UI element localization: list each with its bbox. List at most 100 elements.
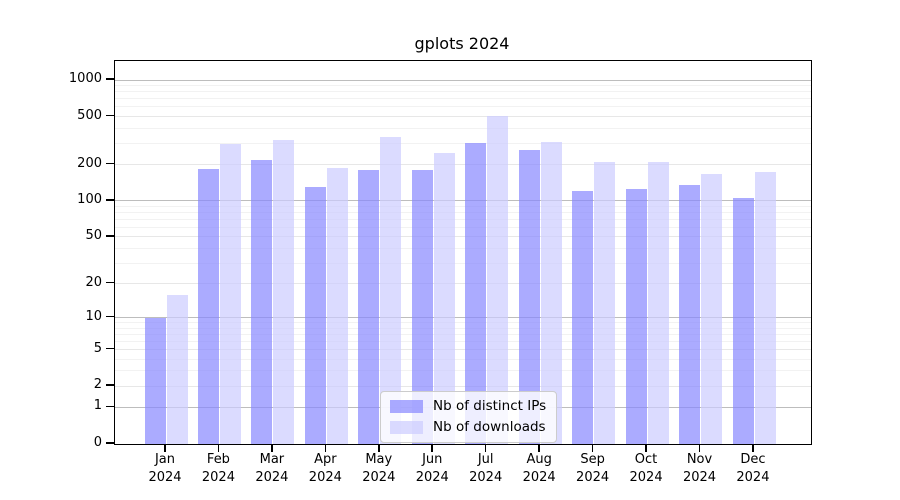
gridline [115,283,811,285]
gridline [115,142,811,144]
x-tick-label: Aug 2024 [522,452,556,485]
y-tick-label: 1 [93,398,102,414]
x-tick-mark [484,444,487,452]
x-tick-mark [645,444,647,452]
x-tick-label: Dec 2024 [736,452,770,485]
gridline [115,98,811,100]
bar-downloads-jan [166,294,188,444]
bar-downloads-feb [220,143,241,444]
y-tick-mark [106,199,114,201]
x-tick-label: Mar 2024 [255,452,289,485]
y-tick-label: 100 [77,191,102,207]
gridline [115,322,811,324]
bar-distinct-ips-may [358,170,380,444]
bar-downloads-apr [326,168,348,444]
gridline [115,91,811,93]
x-tick-mark [538,444,540,452]
y-tick-label: 20 [85,274,102,290]
legend: Nb of distinct IPs Nb of downloads [380,391,558,443]
y-tick-mark [106,405,114,408]
gridline [115,327,811,329]
bar-distinct-ips-jan [144,317,166,444]
bar-distinct-ips-jun [411,170,433,444]
gridline [115,226,811,228]
y-tick-mark [106,162,114,165]
x-tick-label: Nov 2024 [682,452,717,485]
bar-distinct-ips-feb [198,168,219,444]
legend-swatch-downloads-icon [390,420,423,434]
gridline [115,333,811,335]
gridline [115,205,811,207]
x-tick-label: Sep 2024 [576,452,610,485]
bar-downloads-may [380,136,402,444]
gridline [115,358,811,360]
gridline [115,340,811,342]
bar-distinct-ips-jul [465,142,487,444]
bar-distinct-ips-aug [518,150,540,444]
y-tick-mark [106,384,114,386]
bar-downloads-nov [701,174,722,444]
bar-downloads-oct [647,161,669,444]
x-tick-mark [698,444,701,452]
bars-layer [115,61,811,444]
gridline [115,200,811,202]
bar-downloads-sep [594,162,616,444]
gridline [115,212,811,214]
x-tick-label: Apr 2024 [308,452,342,485]
y-tick-label: 2 [93,377,102,393]
x-tick-label: May 2024 [362,452,396,485]
bar-downloads-jun [433,153,455,444]
bar-downloads-aug [540,141,562,444]
gridline [115,106,811,108]
y-tick-label: 5 [93,340,102,356]
gridline [115,262,811,264]
y-tick-label: 0 [93,435,102,450]
gridline [115,85,811,87]
legend-label-distinct-ips: Nb of distinct IPs [433,398,547,414]
plot-area: Nb of distinct IPs Nb of downloads [114,60,812,445]
y-tick-mark [106,347,114,350]
y-tick-mark [106,114,114,117]
bar-distinct-ips-mar [251,159,273,444]
x-tick-mark [217,444,220,452]
gridline [115,370,811,372]
gridline [115,247,811,249]
x-tick-mark [271,444,273,452]
bar-distinct-ips-dec [732,198,754,444]
x-tick-mark [591,444,594,452]
y-tick-mark [106,281,114,284]
x-tick-mark [164,444,166,452]
bar-downloads-dec [754,172,776,444]
gridline [115,79,811,81]
y-tick-label: 1000 [68,71,102,87]
bar-downloads-jul [487,115,509,444]
bar-distinct-ips-sep [572,191,594,444]
gridline [115,127,811,129]
gridline [115,164,811,166]
bar-downloads-mar [273,140,295,444]
bar-distinct-ips-oct [625,189,647,444]
y-tick-label: 10 [85,308,102,324]
x-tick-label: Jan 2024 [148,452,182,485]
gridline [115,317,811,319]
x-tick-mark [378,444,380,452]
gridline [115,385,811,387]
y-tick-label: 500 [77,107,102,123]
x-tick-label: Jun 2024 [415,452,449,485]
x-tick-label: Feb 2024 [201,452,235,485]
y-tick-label: 200 [77,155,102,171]
gridline [115,116,811,118]
y-tick-label: 50 [85,227,102,243]
bar-distinct-ips-apr [304,187,326,444]
y-tick-mark [106,442,114,444]
y-tick-mark [106,78,114,80]
gridline [115,349,811,351]
gridline [115,236,811,238]
legend-swatch-distinct-ips-icon [390,399,423,413]
legend-item-distinct-ips: Nb of distinct IPs [390,398,546,414]
legend-item-downloads: Nb of downloads [390,419,546,435]
gridline [115,218,811,220]
bar-distinct-ips-nov [679,184,700,444]
x-tick-mark [324,444,327,452]
